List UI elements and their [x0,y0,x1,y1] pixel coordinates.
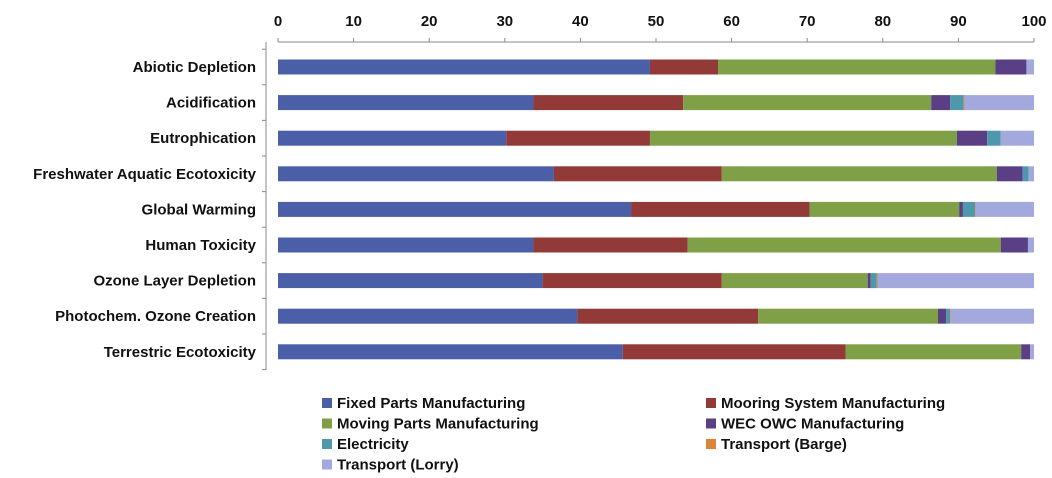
bar-segment [278,59,650,75]
bar-segment [622,344,846,360]
bar-segment [996,166,1023,182]
bar-segment [870,273,877,289]
x-tick-label: 70 [799,13,816,30]
x-tick-label: 30 [496,13,513,30]
bar-segment [1022,166,1029,182]
bar-segment [1030,344,1034,360]
category-label: Human Toxicity [145,237,256,254]
legend-swatch [322,439,332,449]
legend-label: Electricity [337,436,409,453]
x-tick-label: 60 [723,13,740,30]
bar-segment [1027,237,1034,253]
bar-segment [717,59,996,75]
bar-segment [995,59,1027,75]
bar-segment [975,201,976,217]
bar-segment [845,344,1022,360]
bar-segment [649,59,718,75]
bar-segment [683,95,932,111]
bar-segment [950,308,951,324]
category-label: Acidification [166,95,256,112]
legend-label: Transport (Lorry) [337,457,459,474]
bar-segment [950,308,1034,324]
x-tick-label: 100 [1021,13,1046,30]
x-tick-label: 90 [950,13,967,30]
bar-segment [758,308,938,324]
bar-segment [278,130,507,146]
bar-segment [542,273,722,289]
bar-segment [946,308,951,324]
legend-swatch [322,398,332,408]
bar-segment [533,95,684,111]
bar-segment [931,95,951,111]
legend-label: Mooring System Manufacturing [721,395,945,412]
legend-label: WEC OWC Manufacturing [721,416,904,433]
category-label: Global Warming [142,201,256,218]
bar-segment [278,95,534,111]
category-label: Eutrophication [150,130,256,147]
bar-segment [278,237,534,253]
category-label: Abiotic Depletion [133,59,256,76]
bar-segment [721,273,868,289]
bar-segment [987,130,1001,146]
bar-segment [809,201,960,217]
bar-segment [721,166,997,182]
bar-segment [278,344,623,360]
bar-segment [278,166,554,182]
bar-segment [278,201,632,217]
x-tick-label: 0 [274,13,282,30]
legend-swatch [706,398,716,408]
bar-segment [959,201,963,217]
axis-layer: 0 10 20 30 40 50 60 70 80 90 100 [262,13,1047,371]
x-tick-label: 50 [648,13,665,30]
bar-segment [876,273,878,289]
bar-segment [956,130,988,146]
bar-segment [950,95,964,111]
legend-label: Transport (Barge) [721,436,847,453]
legend-swatch [322,418,332,429]
bar-segment [867,273,871,289]
legend-swatch [706,418,716,429]
category-label: Photochem. Ozone Creation [55,308,256,325]
bar-segment [1000,237,1028,253]
category-label: Ozone Layer Depletion [93,273,256,290]
bar-layer [278,59,1034,360]
legend-label: Fixed Parts Manufacturing [337,395,525,412]
bar-segment [964,95,1034,111]
bar-segment [687,237,1001,253]
category-label: Terrestric Ecotoxicity [104,344,257,361]
category-label: Freshwater Aquatic Ecotoxicity [33,166,256,183]
bar-segment [577,308,759,324]
bar-segment [963,95,965,111]
x-tick-label: 80 [874,13,891,30]
bar-segment [649,130,957,146]
bar-segment [877,273,1034,289]
legend-label: Moving Parts Manufacturing [337,416,539,433]
bar-segment [533,237,688,253]
bar-segment [553,166,722,182]
bar-segment [937,308,947,324]
bar-segment [1021,344,1031,360]
legend: Fixed Parts Manufacturing Mooring System … [322,395,945,474]
bar-segment [278,308,578,324]
x-tick-label: 20 [421,13,438,30]
bar-segment [962,201,976,217]
category-label-layer: Abiotic Depletion Acidification Eutrophica… [33,59,256,361]
bar-segment [631,201,810,217]
bar-segment [975,201,1034,217]
bar-segment [1026,59,1034,75]
legend-swatch [322,459,332,470]
x-tick-label: 10 [345,13,362,30]
bar-segment [1028,166,1034,182]
x-tick-label: 40 [572,13,589,30]
legend-swatch [706,439,716,449]
bar-segment [506,130,650,146]
bar-segment [278,273,543,289]
bar-segment [1000,130,1034,146]
